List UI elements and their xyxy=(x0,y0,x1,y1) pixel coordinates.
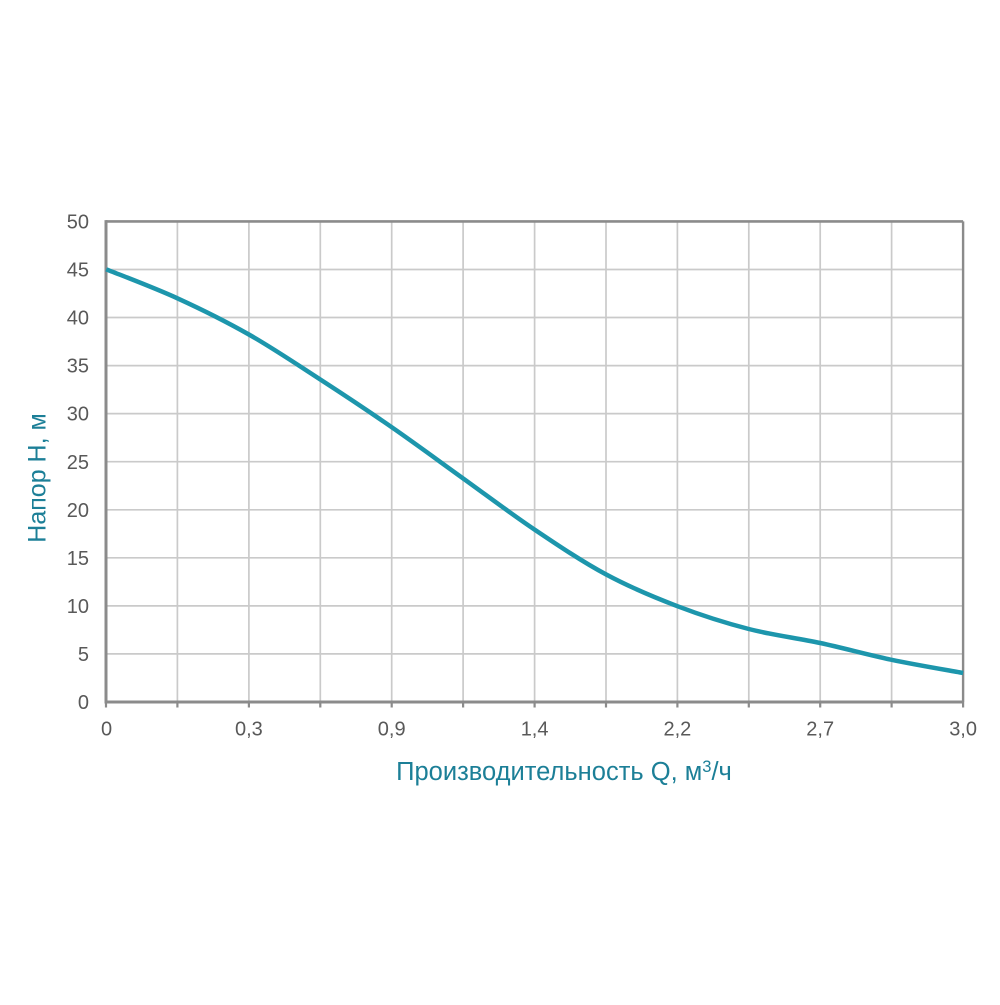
svg-text:15: 15 xyxy=(67,548,89,570)
svg-text:50: 50 xyxy=(67,212,89,234)
svg-text:40: 40 xyxy=(67,308,89,330)
svg-text:Производительность Q, м3/ч: Производительность Q, м3/ч xyxy=(396,758,732,786)
svg-text:35: 35 xyxy=(67,356,89,378)
svg-text:0: 0 xyxy=(78,692,89,714)
svg-text:0,9: 0,9 xyxy=(378,719,406,741)
svg-text:45: 45 xyxy=(67,260,89,282)
svg-text:3,0: 3,0 xyxy=(949,719,977,741)
svg-text:10: 10 xyxy=(67,596,89,618)
svg-text:5: 5 xyxy=(78,644,89,666)
svg-text:30: 30 xyxy=(67,404,89,426)
svg-text:0: 0 xyxy=(101,719,112,741)
svg-text:20: 20 xyxy=(67,500,89,522)
svg-text:25: 25 xyxy=(67,452,89,474)
svg-text:1,4: 1,4 xyxy=(521,719,549,741)
svg-text:Напор H, м: Напор H, м xyxy=(24,413,52,542)
svg-text:2,7: 2,7 xyxy=(806,719,834,741)
svg-text:0,3: 0,3 xyxy=(235,719,263,741)
svg-text:2,2: 2,2 xyxy=(663,719,691,741)
